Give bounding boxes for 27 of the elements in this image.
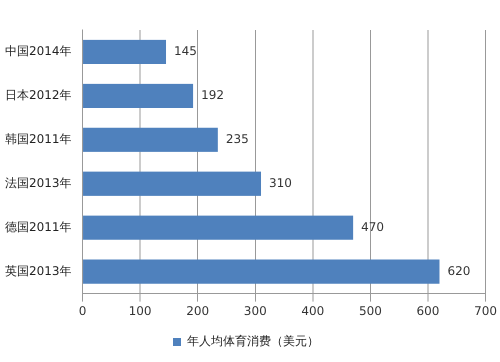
data-label: 145	[174, 44, 197, 58]
bar	[83, 128, 218, 152]
x-tick-label: 200	[186, 304, 210, 318]
x-tick-label: 100	[128, 304, 152, 318]
data-label: 235	[226, 132, 249, 146]
y-tick-label: 英国2013年	[4, 264, 72, 278]
x-tick-label: 0	[78, 304, 86, 318]
y-tick-label: 法国2013年	[4, 176, 72, 190]
x-tick-label: 500	[358, 304, 382, 318]
bar	[83, 84, 194, 108]
x-tick-label: 600	[416, 304, 440, 318]
x-tick-label: 300	[244, 304, 267, 318]
y-tick-label: 韩国2011年	[4, 132, 72, 146]
x-tick-label: 400	[301, 304, 324, 318]
bar	[83, 216, 354, 240]
bar	[83, 40, 166, 64]
data-label: 620	[447, 264, 470, 278]
data-label: 470	[361, 220, 384, 234]
y-tick-label: 中国2014年	[4, 44, 72, 58]
bar	[83, 172, 262, 196]
data-label: 310	[269, 176, 292, 190]
data-label: 192	[201, 88, 224, 102]
legend-label: 年人均体育消费（美元）	[187, 334, 319, 348]
y-tick-label: 日本2012年	[4, 88, 72, 102]
bar	[83, 260, 440, 284]
y-tick-label: 德国2011年	[4, 220, 72, 234]
x-tick-label: 700	[474, 304, 497, 318]
